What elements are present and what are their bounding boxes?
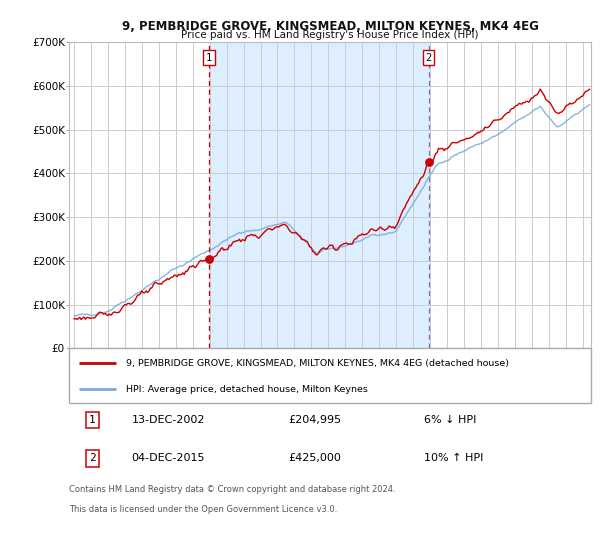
Text: 9, PEMBRIDGE GROVE, KINGSMEAD, MILTON KEYNES, MK4 4EG (detached house): 9, PEMBRIDGE GROVE, KINGSMEAD, MILTON KE…	[127, 358, 509, 368]
Text: £425,000: £425,000	[288, 453, 341, 463]
Bar	[209, 42, 428, 348]
Text: 2: 2	[89, 453, 96, 463]
Text: 1: 1	[89, 415, 96, 425]
Text: 9, PEMBRIDGE GROVE, KINGSMEAD, MILTON KEYNES, MK4 4EG: 9, PEMBRIDGE GROVE, KINGSMEAD, MILTON KE…	[122, 20, 538, 32]
Text: HPI: Average price, detached house, Milton Keynes: HPI: Average price, detached house, Milt…	[127, 385, 368, 394]
Text: 6% ↓ HPI: 6% ↓ HPI	[424, 415, 476, 425]
Text: 13-DEC-2002: 13-DEC-2002	[131, 415, 205, 425]
Text: This data is licensed under the Open Government Licence v3.0.: This data is licensed under the Open Gov…	[69, 505, 337, 514]
Text: 1: 1	[206, 53, 212, 63]
Text: 10% ↑ HPI: 10% ↑ HPI	[424, 453, 484, 463]
Text: £204,995: £204,995	[288, 415, 341, 425]
Point	[204, 254, 214, 263]
Point	[424, 158, 433, 167]
Text: Contains HM Land Registry data © Crown copyright and database right 2024.: Contains HM Land Registry data © Crown c…	[69, 486, 395, 494]
Text: 04-DEC-2015: 04-DEC-2015	[131, 453, 205, 463]
Text: 2: 2	[425, 53, 432, 63]
Text: Price paid vs. HM Land Registry's House Price Index (HPI): Price paid vs. HM Land Registry's House …	[181, 30, 479, 40]
